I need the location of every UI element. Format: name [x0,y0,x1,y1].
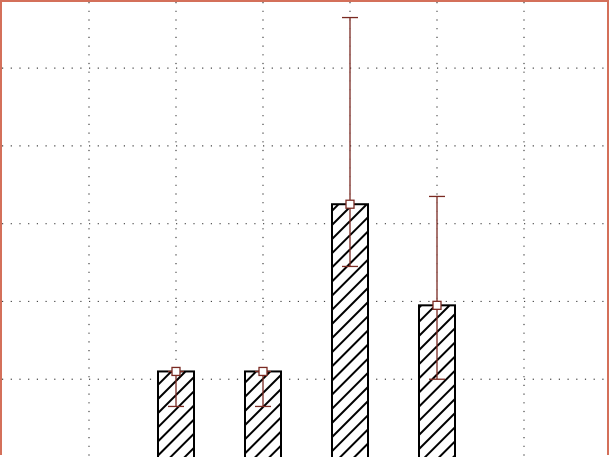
mean-marker-3 [432,300,442,310]
mean-marker-0 [171,366,181,377]
error-bars [168,16,445,408]
mean-marker-2 [345,199,355,209]
bars [157,203,456,457]
mean-marker-1 [258,366,268,377]
